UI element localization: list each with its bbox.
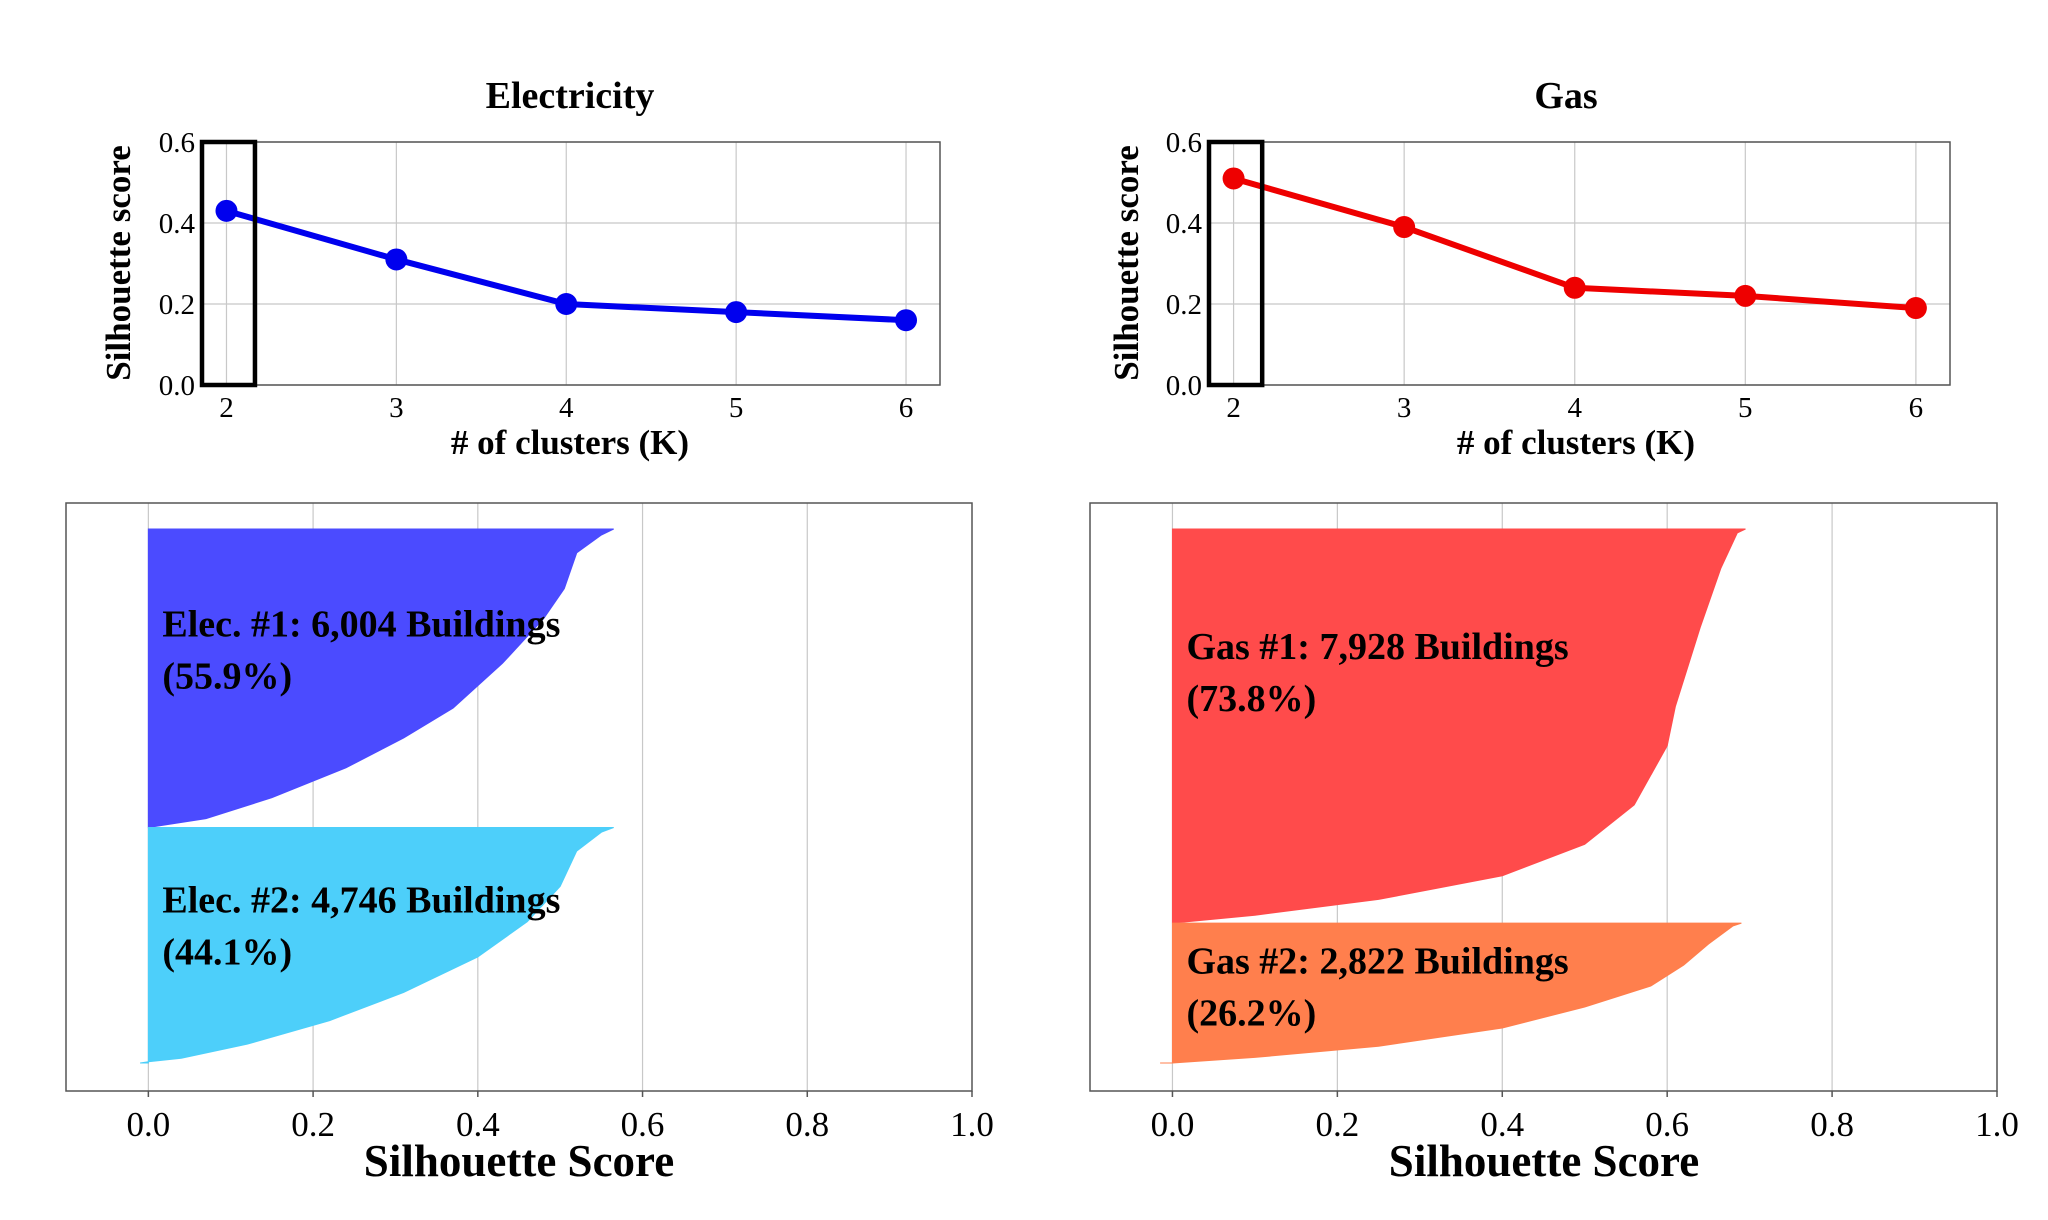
x-tick-label: 6 (899, 392, 914, 424)
x-tick-label: 3 (1397, 392, 1412, 424)
data-point (1393, 216, 1416, 239)
x-tick-label: 0.2 (1315, 1105, 1359, 1144)
data-point (1222, 167, 1245, 190)
plot-frame (65, 502, 973, 1092)
data-point (385, 248, 408, 271)
x-tick-label: 6 (1909, 392, 1924, 424)
y-axis-label: Silhouette score (99, 145, 138, 381)
x-tick-label: 4 (1567, 392, 1582, 424)
x-tick-label: 1.0 (1975, 1105, 2019, 1144)
cluster-fill (147, 528, 614, 829)
x-tick-label: 0.0 (1151, 1105, 1195, 1144)
x-tick-label: 0.0 (126, 1105, 170, 1144)
x-tick-label: 0.2 (291, 1105, 335, 1144)
cluster-label: Elec. #2: 4,746 Buildings (162, 879, 560, 921)
x-axis-label: Silhouette Score (1389, 1136, 1699, 1186)
cluster-label: Gas #1: 7,928 Buildings (1186, 626, 1568, 668)
y-tick-label: 0.6 (1166, 127, 1202, 159)
x-axis-label: # of clusters (K) (1457, 423, 1695, 462)
cluster-label: Gas #2: 2,822 Buildings (1186, 940, 1568, 982)
x-tick-label: 0.4 (456, 1105, 500, 1144)
data-point (1734, 284, 1757, 307)
x-tick-label: 5 (729, 392, 744, 424)
y-tick-label: 0.0 (1166, 370, 1202, 402)
x-tick-label: 0.8 (1810, 1105, 1854, 1144)
x-tick-label: 0.4 (1480, 1105, 1524, 1144)
y-tick-label: 0.6 (159, 127, 195, 159)
x-tick-label: 5 (1738, 392, 1753, 424)
x-tick-label: 4 (559, 392, 574, 424)
y-tick-label: 0.4 (1166, 208, 1203, 240)
electricity-silhouette-chart: Silhouette Score Elec. #1: 6,004 Buildin… (65, 502, 994, 1186)
y-tick-label: 0.2 (159, 289, 195, 321)
y-tick-label: 0.2 (1166, 289, 1202, 321)
cluster-fill (1160, 922, 1742, 1064)
data-point (725, 301, 748, 324)
cluster-percent: (73.8%) (1186, 678, 1316, 720)
plot-frame (1089, 502, 1998, 1092)
data-point (215, 199, 238, 222)
y-axis-label: Silhouette score (1107, 145, 1146, 381)
data-point (1563, 276, 1586, 299)
x-tick-label: 0.6 (621, 1105, 665, 1144)
x-tick-label: 0.6 (1645, 1105, 1689, 1144)
gas-silhouette-chart: Silhouette Score Gas #1: 7,928 Buildings… (1089, 502, 2019, 1186)
highlight-box (1206, 139, 1265, 388)
gas-k-chart: Gas # of clusters (K) Silhouette score 2… (1107, 75, 1951, 462)
plot-frame (1207, 141, 1951, 386)
cluster-label: Elec. #1: 6,004 Buildings (162, 603, 560, 645)
cluster-percent: (55.9%) (162, 655, 292, 697)
data-point (555, 293, 578, 315)
x-axis-label: Silhouette Score (364, 1136, 674, 1186)
cluster-fill (140, 827, 614, 1064)
electricity-k-chart: Electricity # of clusters (K) Silhouette… (99, 75, 941, 462)
plot-frame (200, 141, 941, 386)
x-tick-label: 1.0 (950, 1105, 994, 1144)
y-tick-label: 0.0 (159, 370, 195, 402)
y-tick-label: 0.4 (159, 208, 196, 240)
cluster-percent: (26.2%) (1186, 992, 1316, 1034)
chart-title: Gas (1534, 75, 1597, 117)
x-tick-label: 2 (219, 392, 234, 424)
highlight-box (199, 139, 258, 388)
data-point (1904, 297, 1927, 320)
chart-title: Electricity (486, 75, 655, 117)
x-axis-label: # of clusters (K) (451, 423, 689, 462)
data-point (895, 309, 918, 332)
cluster-fill (1171, 528, 1746, 924)
x-tick-label: 3 (389, 392, 404, 424)
x-tick-label: 2 (1226, 392, 1241, 424)
x-tick-label: 0.8 (785, 1105, 829, 1144)
cluster-percent: (44.1%) (162, 931, 292, 973)
